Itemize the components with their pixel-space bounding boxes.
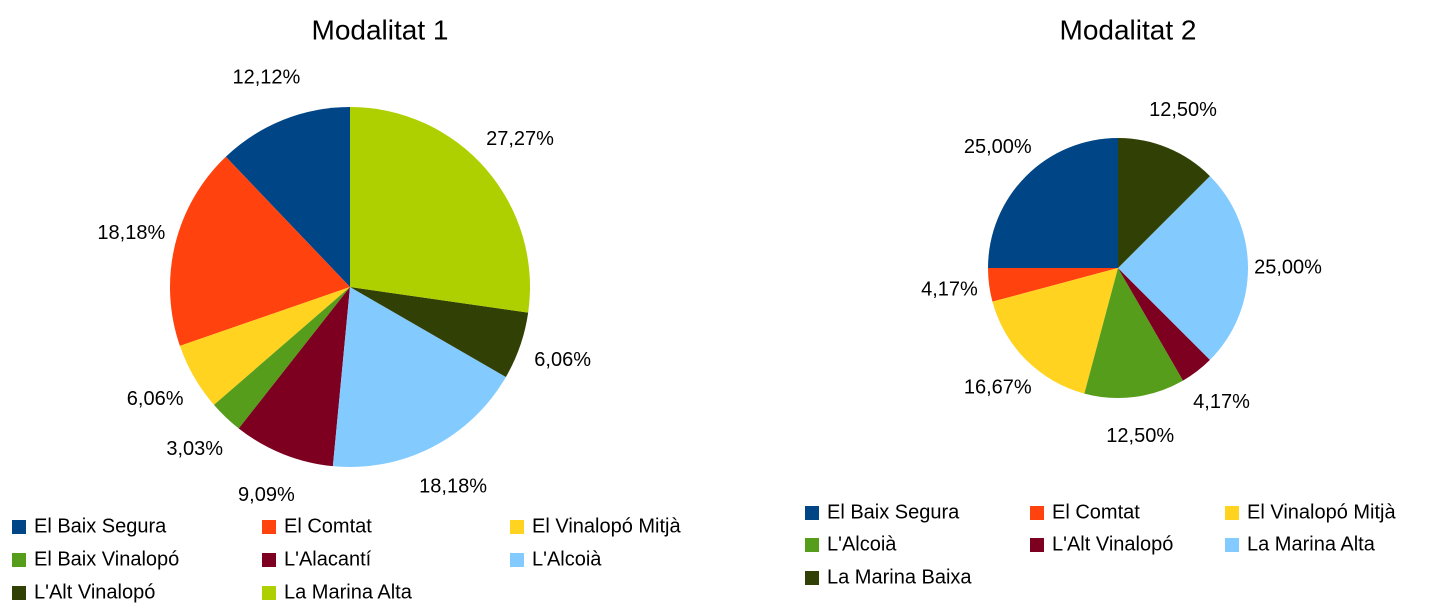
legend-label: L'Alcoià	[532, 548, 602, 570]
data-label: 3,03%	[166, 438, 223, 460]
pie-slice	[179, 287, 350, 405]
data-label: 12,12%	[232, 66, 300, 88]
data-label: 4,17%	[921, 278, 978, 300]
legend-swatch	[262, 586, 276, 600]
data-label: 25,00%	[1254, 256, 1322, 278]
data-label: 25,00%	[964, 136, 1032, 158]
legend-swatch	[1030, 506, 1044, 520]
chart-title: Modalitat 2	[1060, 14, 1197, 45]
data-label: 12,50%	[1106, 425, 1174, 447]
legend-label: La Marina Baixa	[827, 566, 972, 588]
pie-slice	[988, 267, 1118, 302]
pie-slice	[992, 268, 1118, 394]
pie-slice	[238, 287, 350, 467]
legend-swatch	[805, 571, 819, 585]
data-label: 18,18%	[419, 475, 487, 497]
chart-title: Modalitat 1	[312, 14, 449, 45]
legend-swatch	[12, 553, 26, 567]
legend-swatch	[805, 506, 819, 520]
legend-swatch	[12, 586, 26, 600]
pie-slice	[1118, 176, 1248, 360]
pie-slice	[1118, 268, 1210, 381]
legend-swatch	[510, 520, 524, 534]
legend-swatch	[262, 553, 276, 567]
data-label: 6,06%	[534, 349, 591, 371]
pie-slice	[988, 138, 1118, 268]
legend-label: El Comtat	[1052, 501, 1140, 523]
data-label: 6,06%	[127, 388, 184, 410]
data-label: 27,27%	[486, 128, 554, 150]
pie-slice	[225, 107, 350, 287]
legend-label: L'Alacantí	[284, 548, 372, 570]
data-label: 12,50%	[1149, 99, 1217, 121]
legend-swatch	[1225, 538, 1239, 552]
data-label: 4,17%	[1193, 391, 1250, 413]
legend-swatch	[1225, 506, 1239, 520]
legend-label: El Vinalopó Mitjà	[1247, 501, 1396, 523]
legend-label: L'Alt Vinalopó	[34, 581, 155, 603]
pie-slice	[350, 287, 529, 377]
pie-slice	[170, 156, 350, 346]
pie-slice	[1084, 268, 1184, 399]
legend-swatch	[1030, 538, 1044, 552]
legend-swatch	[510, 553, 524, 567]
legend-label: L'Alt Vinalopó	[1052, 533, 1173, 555]
legend-label: El Baix Vinalopó	[34, 548, 179, 570]
legend-label: L'Alcoià	[827, 533, 897, 555]
legend-label: La Marina Alta	[1247, 533, 1376, 555]
legend-label: El Baix Segura	[34, 515, 167, 537]
pie-slice	[213, 287, 350, 429]
data-label: 16,67%	[964, 376, 1032, 398]
pie-slice	[332, 287, 506, 467]
legend-swatch	[262, 520, 276, 534]
data-label: 9,09%	[238, 484, 295, 506]
legend-label: La Marina Alta	[284, 581, 413, 603]
pie-slice	[1118, 138, 1210, 268]
legend-label: El Comtat	[284, 515, 372, 537]
data-label: 18,18%	[97, 222, 165, 244]
legend-label: El Vinalopó Mitjà	[532, 515, 681, 537]
legend-swatch	[12, 520, 26, 534]
legend-swatch	[805, 538, 819, 552]
legend-label: El Baix Segura	[827, 501, 960, 523]
pie-slice	[350, 107, 530, 313]
